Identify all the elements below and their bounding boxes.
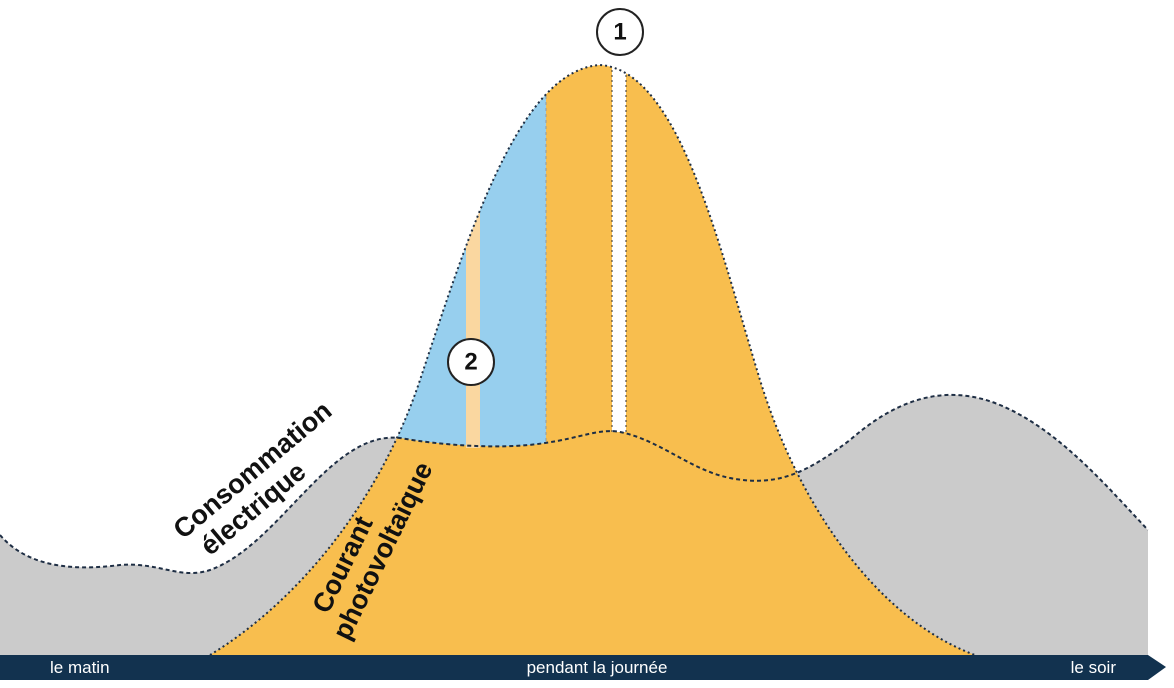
marker-label: 2 — [464, 349, 477, 376]
timeline-label: le matin — [50, 658, 110, 677]
timeline-label: le soir — [1071, 658, 1117, 677]
white-strip — [612, 65, 626, 432]
marker-circle — [596, 8, 644, 56]
solar-area — [210, 65, 975, 655]
timeline-label: pendant la journée — [527, 658, 668, 677]
solar-outline — [209, 63, 976, 656]
marker-circle — [447, 338, 495, 386]
marker-label: 1 — [613, 19, 626, 46]
timeline-bar — [0, 655, 1166, 680]
